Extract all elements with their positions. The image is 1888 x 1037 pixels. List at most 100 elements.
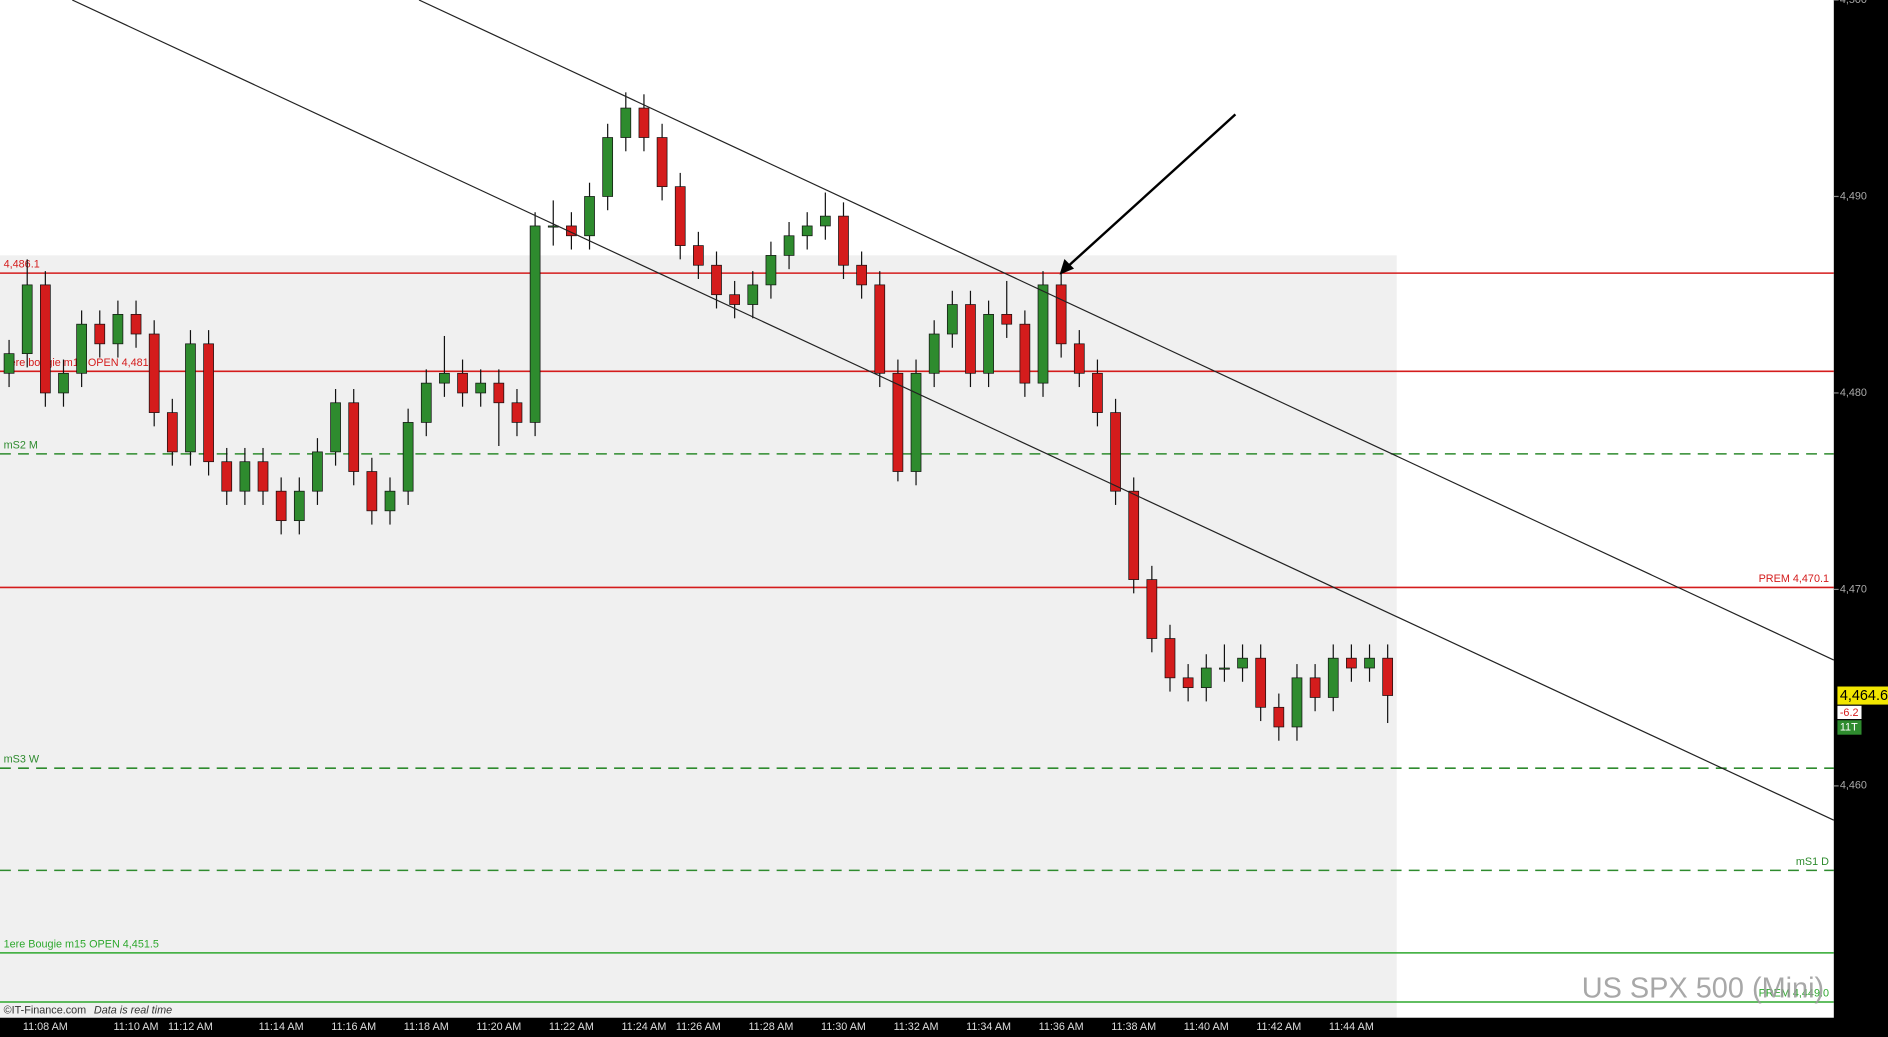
candle-body: [275, 490, 287, 522]
arrow-head: [1059, 258, 1075, 275]
candle-body: [185, 343, 196, 453]
candle-body: [457, 372, 468, 394]
candle-body: [348, 402, 360, 472]
candle-body: [656, 137, 668, 188]
candle-body: [76, 323, 87, 374]
axes: 4,460 4,470 4,480 4,490 4,500 11:08 AM 11:10 A…: [23, 0, 1867, 1033]
level-label: mS3 W: [4, 754, 40, 766]
candle-body: [620, 107, 632, 138]
y-tick-label: 4,500: [1840, 0, 1867, 6]
tick-count-box: [1837, 720, 1862, 735]
trend-line: [71, 0, 1835, 821]
x-tick-label: 11:16 AM: [331, 1021, 376, 1033]
x-tick-label: 11:18 AM: [404, 1021, 449, 1033]
level-label: mS2 M: [4, 439, 38, 451]
candle-body: [1309, 677, 1321, 698]
candle-body: [910, 372, 922, 472]
candle-body: [3, 353, 15, 374]
x-tick-label: 11:26 AM: [676, 1021, 721, 1033]
candle-body: [166, 412, 178, 453]
candle-body: [638, 107, 650, 138]
candle-body: [856, 264, 867, 286]
arrow: [1066, 113, 1237, 269]
candle-body: [1327, 657, 1339, 698]
candle-body: [838, 215, 849, 266]
last-price-label: 4,464.6: [1840, 688, 1888, 704]
y-tick-label: 4,490: [1840, 190, 1867, 202]
level-label: 1ere Bougie m15 OPEN 4,451.5: [4, 938, 159, 950]
footer-note: Data is real time: [94, 1004, 172, 1016]
candle-body: [1382, 657, 1394, 696]
candle-body: [94, 323, 106, 345]
candle-body: [39, 284, 51, 394]
candle-body: [1164, 638, 1176, 679]
candle-body: [1364, 657, 1375, 669]
candle-body: [928, 333, 940, 374]
candle-body: [130, 313, 142, 335]
candle-body: [257, 461, 269, 492]
candle-body: [1110, 412, 1121, 492]
candle-body: [801, 225, 813, 237]
candle-body: [221, 461, 233, 492]
candle-body: [874, 284, 886, 374]
candle-body: [747, 284, 759, 305]
candle-body: [366, 471, 378, 512]
last-price-box: [1837, 686, 1888, 705]
candle-body: [384, 490, 396, 512]
candle-body: [783, 235, 795, 256]
candle-body: [203, 343, 214, 463]
x-tick-label: 11:14 AM: [259, 1021, 304, 1033]
candle-body: [529, 225, 541, 423]
candle-body: [1073, 343, 1085, 374]
candle-body: [602, 137, 614, 197]
candle-body: [493, 382, 505, 404]
candle-body: [584, 196, 595, 237]
candle-body: [439, 372, 450, 384]
candle-body: [402, 422, 414, 492]
x-tick-label: 11:10 AM: [114, 1021, 159, 1033]
candle-body: [693, 245, 704, 266]
candles: [3, 92, 1394, 741]
candle-body: [1237, 657, 1248, 669]
candle-body: [765, 255, 777, 286]
candle-body: [1346, 657, 1357, 669]
level-label: PREM 4,470.1: [1759, 573, 1829, 585]
trend-line: [418, 0, 1835, 661]
candle-body: [819, 215, 831, 227]
candle-body: [674, 186, 686, 246]
candle-body: [1001, 313, 1013, 325]
x-tick-label: 11:08 AM: [23, 1021, 68, 1033]
candle-body: [946, 304, 958, 335]
candle-body: [1019, 323, 1031, 384]
change-box: [1837, 705, 1862, 720]
x-tick-label: 11:38 AM: [1111, 1021, 1156, 1033]
x-tick-label: 11:44 AM: [1329, 1021, 1374, 1033]
level-label: 4,486.1: [4, 259, 40, 271]
session-shading: [0, 255, 1397, 1018]
x-tick-label: 11:36 AM: [1039, 1021, 1084, 1033]
candle-body: [965, 304, 976, 374]
y-tick-label: 4,460: [1840, 780, 1867, 792]
x-tick-label: 11:12 AM: [168, 1021, 213, 1033]
footer-source: ©IT-Finance.com: [4, 1004, 87, 1016]
candle-body: [892, 372, 904, 472]
watermark-title: US SPX 500 (Mini): [1582, 973, 1824, 1005]
candle-body: [1200, 667, 1212, 689]
x-tick-label: 11:22 AM: [549, 1021, 594, 1033]
x-tick-label: 11:40 AM: [1184, 1021, 1229, 1033]
candle-body: [566, 225, 577, 237]
candle-body: [1037, 284, 1049, 384]
x-tick-label: 11:34 AM: [966, 1021, 1011, 1033]
candle-body: [239, 461, 251, 492]
candle-body: [1092, 372, 1103, 413]
tick-count-label: 11T: [1840, 721, 1858, 733]
change-label: -6.2: [1840, 707, 1859, 719]
candle-body: [475, 382, 487, 394]
candle-body: [58, 372, 69, 394]
x-tick-label: 11:28 AM: [748, 1021, 793, 1033]
x-tick-label: 11:42 AM: [1256, 1021, 1301, 1033]
y-tick-label: 4,480: [1840, 387, 1867, 399]
candle-body: [729, 294, 740, 305]
candle-body: [330, 402, 341, 453]
